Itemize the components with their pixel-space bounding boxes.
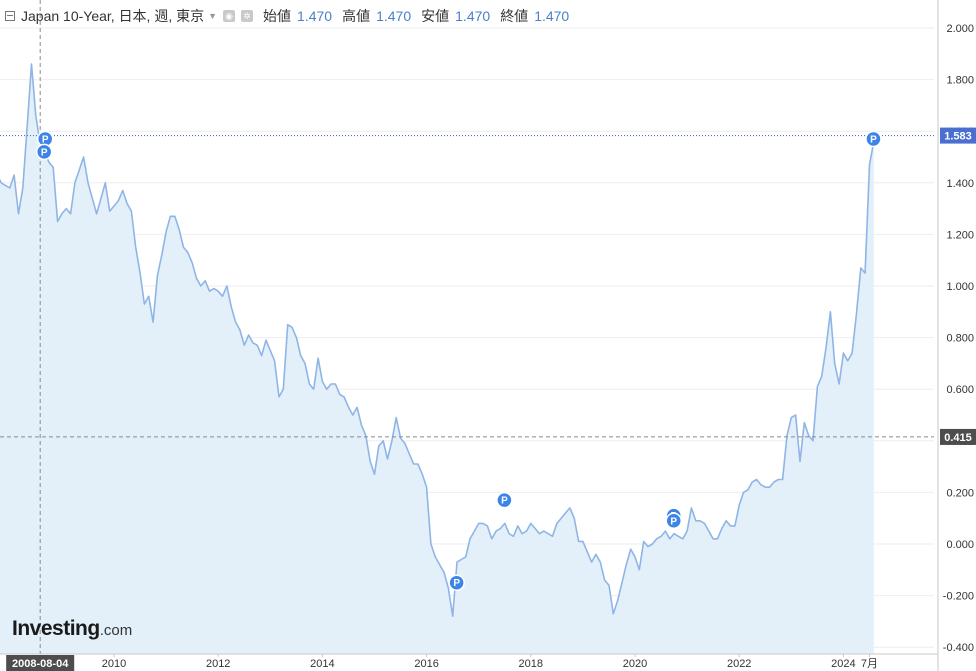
- visibility-toggle-icon[interactable]: ◉: [223, 10, 236, 22]
- high-value: 1.470: [376, 8, 412, 24]
- settings-gear-icon[interactable]: ✲: [241, 10, 254, 22]
- dropdown-caret-icon[interactable]: ▼: [208, 11, 218, 21]
- event-marker-label: P: [670, 516, 677, 527]
- y-tick-label: 0.000: [946, 539, 974, 551]
- x-tick-label: 2010: [102, 658, 126, 670]
- x-tick-label: 2014: [310, 658, 334, 670]
- open-label: 始値: [263, 8, 292, 24]
- event-marker-label: P: [870, 134, 877, 145]
- x-tick-label: 2018: [519, 658, 543, 670]
- low-value: 1.470: [455, 8, 491, 24]
- event-marker-label: P: [453, 578, 460, 589]
- y-tick-label: 0.200: [946, 487, 974, 499]
- y-tick-label: 1.000: [946, 281, 974, 293]
- x-tick-label: 2022: [727, 658, 751, 670]
- crosshair-value-badge: [940, 428, 976, 445]
- open-value: 1.470: [297, 8, 333, 24]
- y-tick-label: 1.400: [946, 178, 974, 190]
- high-label: 高値: [342, 8, 371, 24]
- close-value: 1.470: [534, 8, 570, 24]
- event-marker-icon[interactable]: [448, 574, 465, 591]
- y-tick-label: 1.800: [946, 75, 974, 87]
- y-tick-label: 1.200: [946, 229, 974, 241]
- crosshair-value-label: 0.415: [944, 432, 972, 444]
- x-tick-label: 2016: [414, 658, 438, 670]
- chart-header: Japan 10-Year, 日本, 週, 東京 ▼ ◉ ✲ 始値 1.470 …: [5, 6, 569, 26]
- event-marker-icon[interactable]: [35, 143, 53, 161]
- y-tick-label: -0.200: [943, 591, 974, 603]
- y-tick-label: -0.400: [943, 642, 974, 654]
- series-area: [0, 64, 874, 654]
- collapse-icon[interactable]: [5, 11, 15, 21]
- crosshair-date-badge: [6, 655, 75, 671]
- instrument-title: Japan 10-Year, 日本, 週, 東京: [21, 8, 205, 24]
- x-tick-label: 2020: [623, 658, 647, 670]
- event-marker-icon[interactable]: [865, 130, 882, 148]
- logo-suffix: .com: [99, 622, 133, 639]
- current-price-label: 1.583: [944, 131, 972, 143]
- series-line[interactable]: [0, 63, 875, 617]
- low-label: 安値: [421, 8, 450, 24]
- investing-logo: Investing.com: [12, 617, 132, 641]
- x-tick-label: 2012: [206, 658, 230, 670]
- x-tick-label: 7月: [861, 658, 878, 670]
- event-marker-icon[interactable]: [496, 491, 513, 509]
- y-tick-label: 0.600: [946, 384, 974, 396]
- x-tick-label: 2024: [831, 658, 855, 670]
- logo-brand: Investing: [12, 617, 100, 640]
- crosshair-date-label: 2008-08-04: [12, 658, 69, 670]
- current-price-badge: [940, 127, 976, 144]
- y-tick-label: 2.000: [946, 23, 974, 35]
- event-marker-label: P: [501, 496, 508, 507]
- event-marker-icon[interactable]: [665, 512, 682, 530]
- event-marker-label: P: [42, 134, 49, 145]
- event-marker-label: P: [41, 147, 48, 158]
- y-tick-label: 0.800: [946, 333, 974, 345]
- close-label: 終値: [500, 8, 529, 24]
